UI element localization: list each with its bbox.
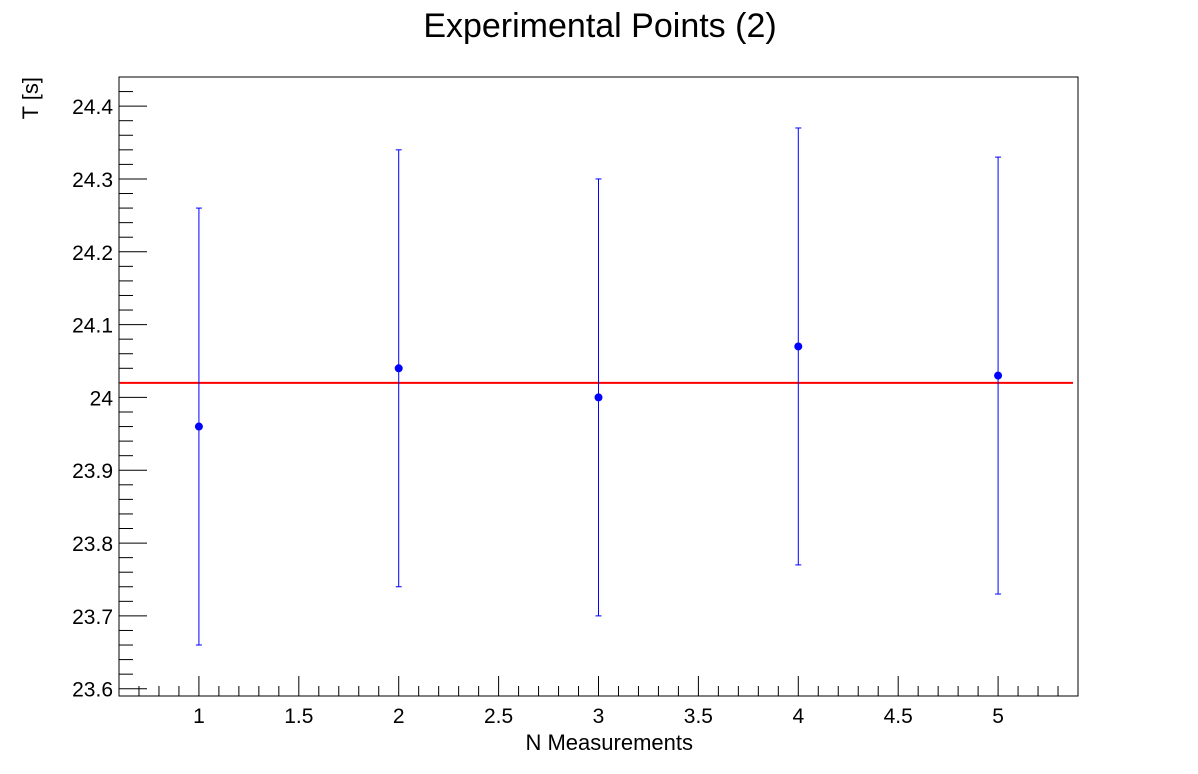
y-tick-label: 23.8 xyxy=(72,533,113,556)
y-tick-label: 24.4 xyxy=(72,96,113,119)
y-tick-label: 24.1 xyxy=(72,315,113,338)
x-tick-label: 1 xyxy=(193,705,205,728)
x-tick-label: 1.5 xyxy=(284,705,313,728)
y-axis-ticks: 23.6 23.7 23.8 23.9 24 24.1 24.2 24.3 24.4 xyxy=(72,76,147,702)
chart-title: Experimental Points (2) xyxy=(423,7,776,45)
y-tick-label: 24.2 xyxy=(72,242,113,265)
x-tick-label: 5 xyxy=(992,705,1004,728)
y-axis-title: T [s] xyxy=(18,77,43,119)
data-points-layer xyxy=(194,127,1003,646)
x-axis-title: N Measurements xyxy=(525,730,693,755)
data-point xyxy=(394,364,403,373)
data-point xyxy=(594,393,603,402)
data-point xyxy=(194,422,203,431)
x-tick-label: 3.5 xyxy=(684,705,713,728)
y-tick-label: 24 xyxy=(90,387,114,410)
y-tick-label: 24.3 xyxy=(72,169,113,192)
x-tick-label: 4.5 xyxy=(884,705,913,728)
x-tick-label: 2.5 xyxy=(484,705,513,728)
x-tick-label: 2 xyxy=(393,705,405,728)
y-tick-label: 23.7 xyxy=(72,606,113,629)
data-point xyxy=(994,371,1003,380)
y-tick-label: 23.6 xyxy=(72,679,113,702)
x-tick-label: 4 xyxy=(792,705,804,728)
x-axis-ticks: 1 1.5 2 2.5 3 3.5 4 4.5 5 xyxy=(118,676,1079,728)
y-tick-label: 23.9 xyxy=(72,460,113,483)
x-tick-label: 3 xyxy=(593,705,605,728)
data-point xyxy=(794,342,803,351)
